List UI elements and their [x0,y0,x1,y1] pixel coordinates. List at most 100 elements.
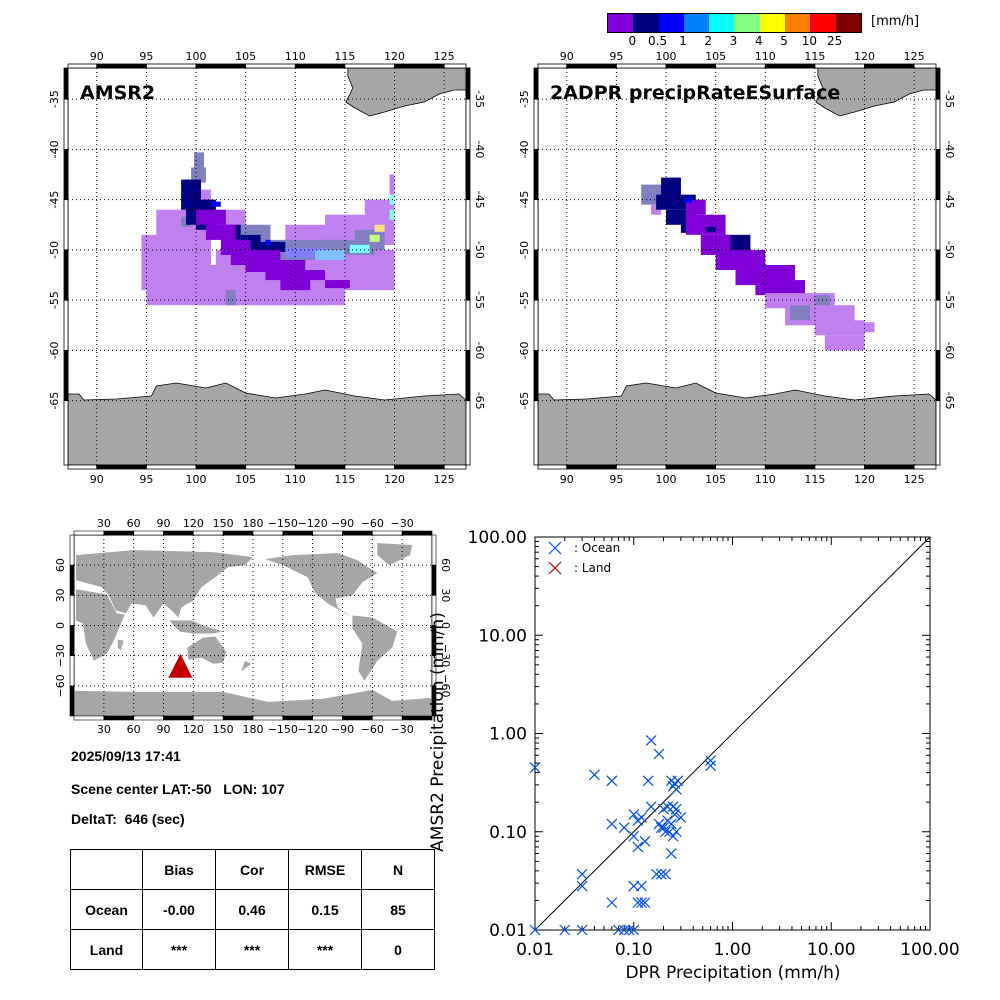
lat-tick-label: -40 [943,140,956,158]
australia-land [187,636,227,664]
data-point-ocean [618,822,630,834]
lon-tick-label: 60 [127,517,141,530]
lat-tick-label: -50 [473,241,486,259]
precip-pixel [725,234,751,250]
stats-header-cor: Cor [215,849,289,890]
lat-tick-label: -55 [48,291,61,309]
lat-tick-label: -65 [48,392,61,410]
lon-tick-label: −60 [361,517,384,530]
data-point-ocean [606,818,618,830]
precip-pixel [854,322,875,333]
lon-tick-label: 110 [755,473,776,486]
data-point-ocean [606,775,618,787]
lon-tick-label: 120 [854,50,875,63]
data-point-ocean [618,924,630,936]
colorbar-swatch [658,14,684,32]
lat-tick-label: -50 [943,241,956,259]
x-tick-label: 100.00 [900,940,959,960]
data-point-ocean [623,924,635,936]
colorbar-tick-label: 25 [827,34,843,48]
data-point-ocean [639,835,651,847]
data-point-ocean [636,880,647,892]
legend-x-icon [548,541,562,555]
precip-pixel [191,167,206,183]
lon-tick-label: 120 [183,517,204,530]
lon-tick-label: −120 [298,723,328,736]
x-tick-label: 10.00 [807,940,856,960]
stats-header-bias: Bias [142,849,216,890]
colorbar-swatch [810,14,836,32]
lat-tick-label: -55 [473,291,486,309]
lon-tick-label: 100 [186,50,207,63]
precip-pixel [210,201,221,207]
y-axis-label: AMSR2 Precipitation (mm/h) [428,612,448,852]
precip-pixel [194,152,204,173]
lon-tick-label: 120 [854,473,875,486]
lat-tick-label: -35 [518,90,531,108]
lon-tick-label: 125 [434,50,455,63]
lon-tick-label: 115 [804,50,825,63]
x-axis-label: DPR Precipitation (mm/h) [625,963,840,983]
lon-tick-label: 60 [127,723,141,736]
data-point-ocean [628,830,640,842]
lon-tick-label: −120 [298,517,328,530]
data-point-ocean [645,801,657,813]
precip-pixel [181,216,192,227]
colorbar-swatch [709,14,735,32]
colorbar-tick-label: 3 [729,34,738,48]
data-point-ocean [667,801,679,813]
north-america-land [264,553,378,618]
lat-tick-label: −30 [439,644,452,667]
data-point-ocean [589,769,600,781]
colorbar-tick-label: 5 [780,34,788,48]
lon-tick-label: 150 [213,723,234,736]
data-point-ocean [576,924,588,936]
map-border-bar [401,715,433,721]
lon-tick-label: −30 [391,723,414,736]
scene-location-marker-icon [168,653,193,678]
lon-tick-label: −150 [268,723,298,736]
x-tick-label: 0.10 [615,940,653,960]
precip-pixel [196,209,226,225]
colorbar-tick-label: 10 [801,34,818,48]
colorbar-ticks: 0 0.5 1 2 3 4 5 10 25 [607,34,860,48]
colorbar-swatch [734,14,760,32]
y-tick-label: 0.10 [489,823,527,843]
lon-tick-label: 105 [235,473,256,486]
data-point-ocean [628,924,640,936]
data-point-ocean [529,762,541,773]
lat-tick-label: -45 [48,191,61,209]
data-point-ocean [628,880,640,892]
lon-tick-label: 120 [183,723,204,736]
map-border-bar [913,63,937,69]
lat-tick-label: −60 [439,674,452,697]
precip-pixel [255,241,286,252]
data-point-ocean [660,868,671,880]
map-amsr2: 90 90 95 95 100 100 105 105 110 110 115 115 120 120 12… [48,50,486,486]
lon-tick-label: 180 [243,517,264,530]
lon-tick-label: 90 [90,473,104,486]
lon-tick-label: 95 [139,473,153,486]
map-border-bar [63,400,69,466]
lat-tick-label: -45 [943,191,956,209]
stats-header-empty [70,849,143,890]
x-tick-label: 0.01 [516,940,554,960]
map-title: AMSR2 [80,82,155,104]
greenland-land [377,543,413,566]
lon-tick-label: 100 [656,473,677,486]
data-point-ocean [559,924,571,936]
y-tick-label: 0.01 [489,921,527,941]
data-point-ocean [655,868,667,880]
colorbar-tick-label: 1 [679,34,687,48]
map-border-bar [69,685,75,717]
lon-tick-label: 90 [90,50,104,63]
data-point-ocean [576,880,588,892]
data-point-ocean [636,897,647,909]
antarctica-land [74,689,432,716]
data-point-ocean [632,841,644,853]
stats-row-label: Ocean [70,889,143,930]
map-border-bar [465,400,471,466]
precip-pixel [325,280,350,289]
map-border-bar [935,400,941,466]
lon-tick-label: 90 [560,473,574,486]
